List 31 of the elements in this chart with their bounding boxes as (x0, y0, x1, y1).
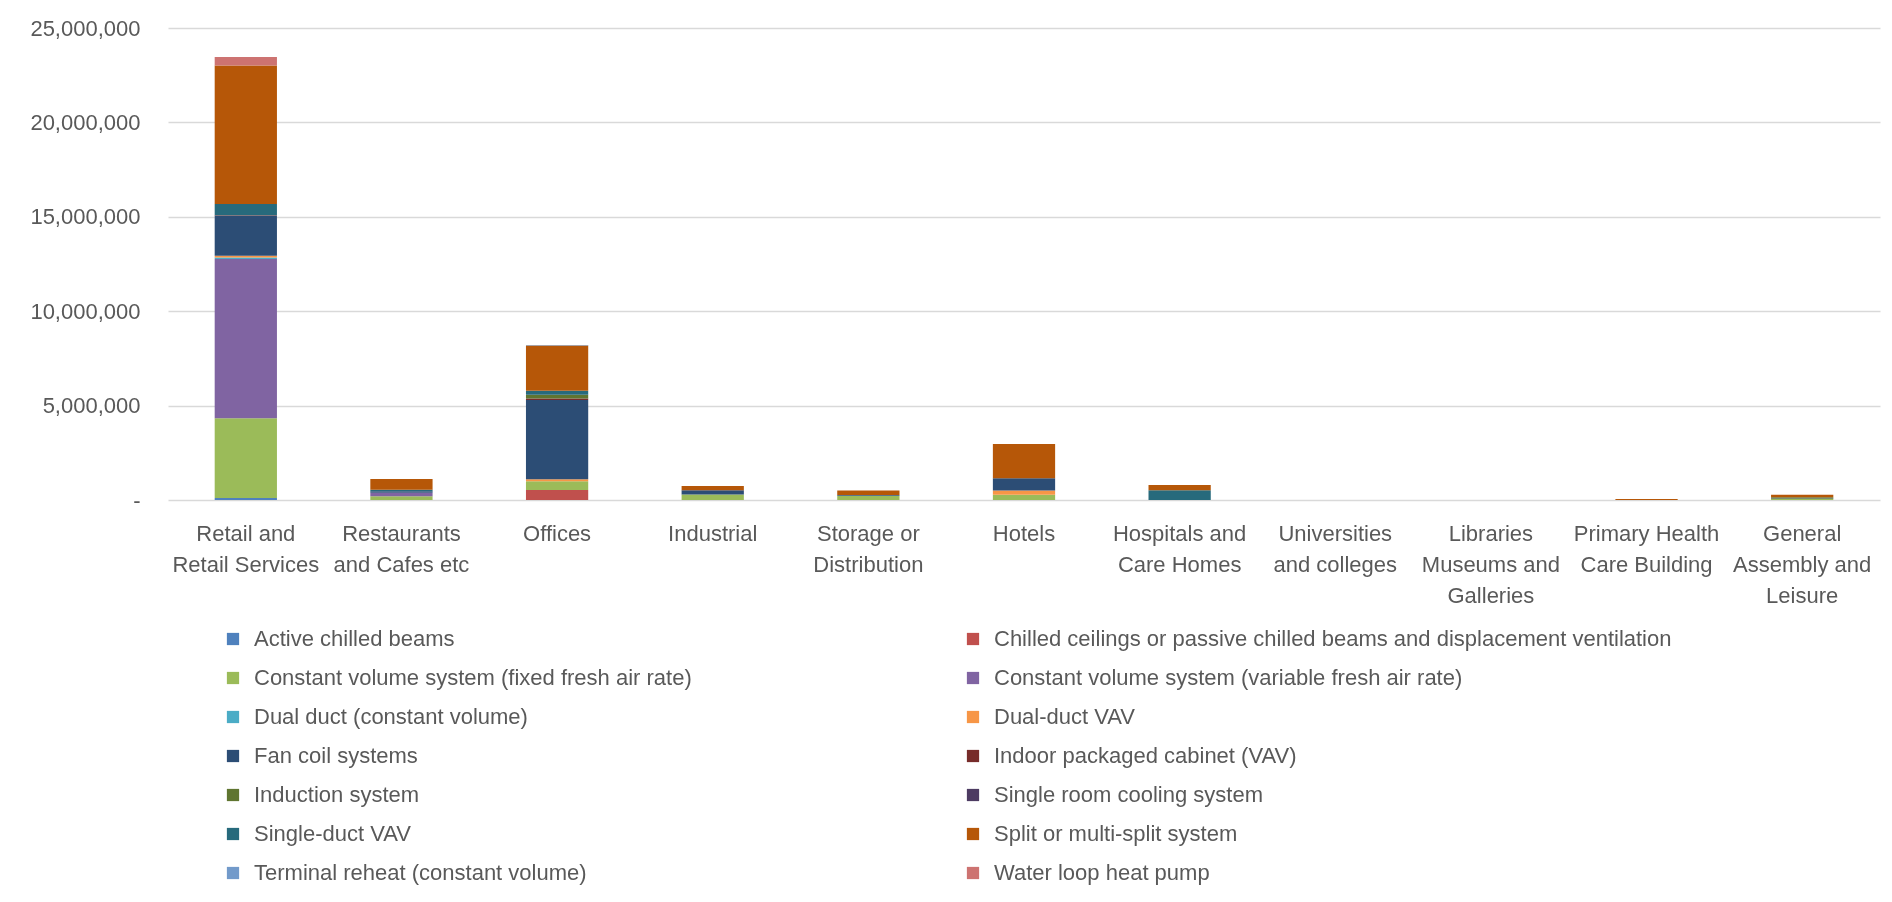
x-tick-label: Hospitals and Care Homes (1112, 520, 1247, 577)
x-tick-label: Retail and Retail Services (172, 520, 320, 577)
y-tick-label: 5,000,000 (42, 393, 141, 419)
legend-label: Split or multi-split system (994, 821, 1238, 846)
legend-label: Constant volume system (variable fresh air rate) (994, 665, 1463, 690)
x-tick-label: Storage or Distribution (813, 520, 924, 577)
legend-label: Water loop heat pump (994, 860, 1210, 885)
legend-label: Active chilled beams (254, 626, 455, 651)
y-tick-label: 15,000,000 (30, 204, 141, 230)
x-tick-label: Primary Health Care Building (1573, 520, 1720, 577)
legend-label: Chilled ceilings or passive chilled beams and displacement ventilation (994, 626, 1672, 651)
legend-label: Single room cooling system (994, 782, 1264, 807)
y-tick-label: - (133, 487, 141, 513)
x-tick-label: General Assembly and Leisure (1733, 520, 1872, 608)
legend-label: Fan coil systems (254, 743, 418, 768)
legend-label: Indoor packaged cabinet (VAV) (994, 743, 1297, 768)
legend-label: Induction system (254, 782, 420, 807)
x-tick-label: Universities and colleges (1273, 520, 1398, 577)
legend-label: Single-duct VAV (254, 821, 412, 846)
legend-label: Terminal reheat (constant volume) (254, 860, 587, 885)
y-tick-label: 25,000,000 (30, 15, 141, 41)
x-tick-label: Industrial (668, 520, 758, 546)
legend-label: Dual duct (constant volume) (254, 704, 528, 729)
x-tick-label: Restaurants and Cafes etc (333, 520, 470, 577)
y-tick-label: 20,000,000 (30, 109, 141, 135)
legend-label: Constant volume system (fixed fresh air rate) (254, 665, 692, 690)
x-tick-label: Hotels (992, 520, 1056, 546)
y-tick-label: 10,000,000 (30, 298, 141, 324)
legend-label: Dual-duct VAV (994, 704, 1136, 729)
x-tick-label: Libraries Museums and Galleries (1421, 520, 1560, 608)
x-tick-label: Offices (523, 520, 592, 546)
